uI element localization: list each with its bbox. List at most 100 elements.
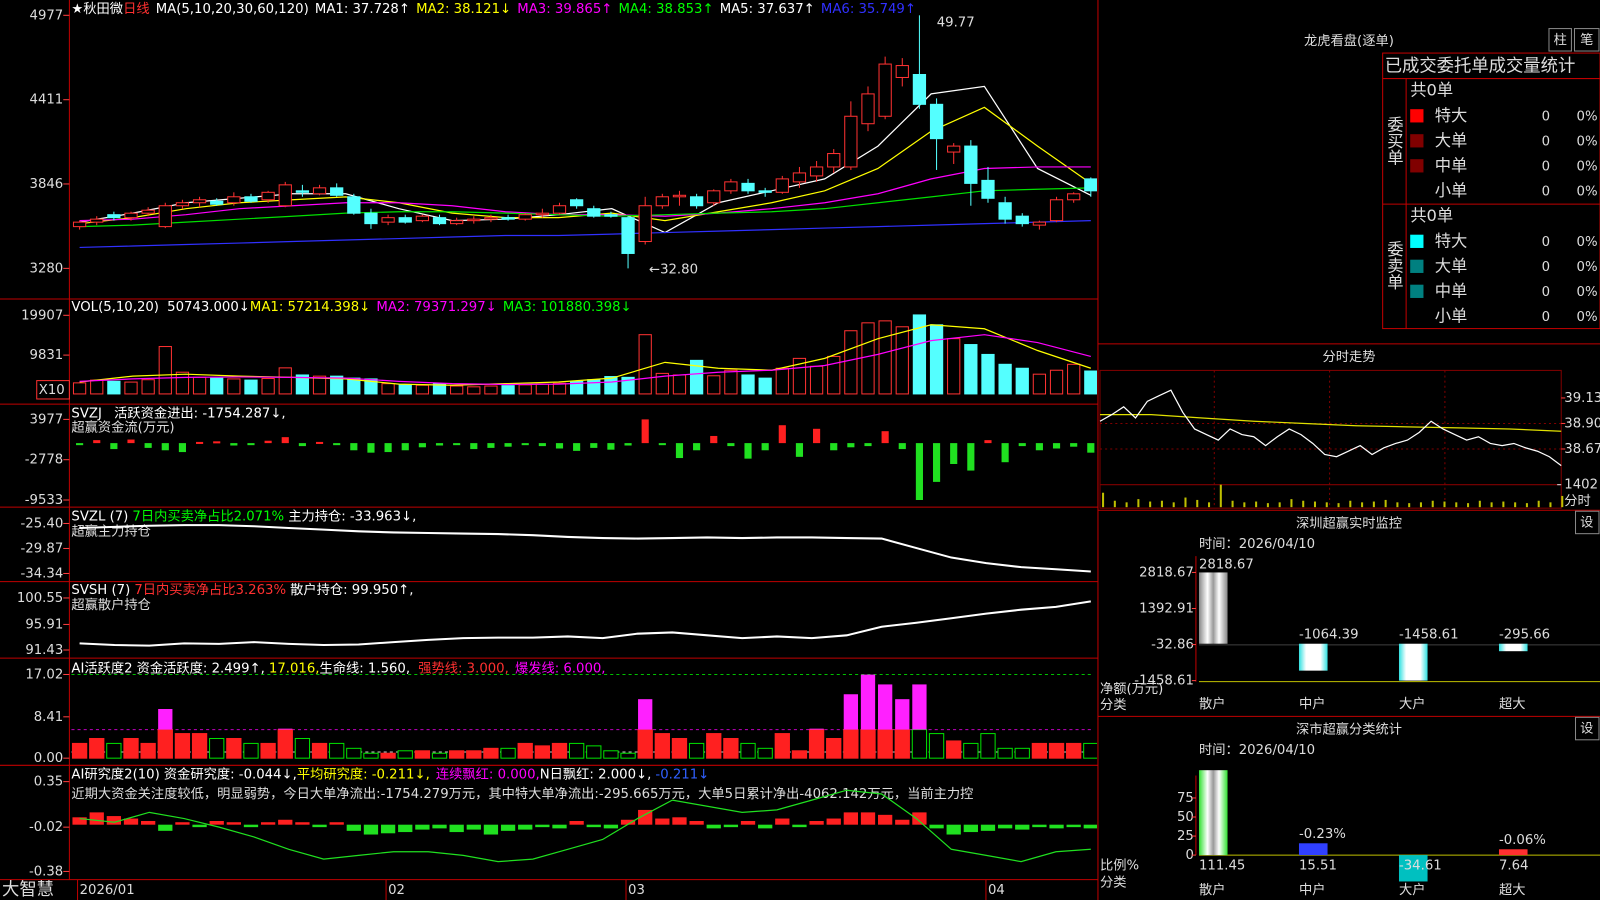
value-label: -34.61: [1399, 858, 1442, 873]
research-bar: [1049, 824, 1064, 829]
research-bar: [518, 824, 533, 830]
flow-bar: [624, 443, 632, 446]
research-bar: [226, 822, 241, 825]
candle-body: [587, 208, 601, 217]
flow-bar: [607, 443, 615, 450]
y-tick-label: 3846: [30, 177, 64, 192]
research-bar: [689, 820, 704, 825]
button[interactable]: 设: [1580, 514, 1593, 530]
order-pct: 0%: [1577, 134, 1598, 149]
title: SVZL (7): [71, 509, 128, 524]
activity-bar-top: [638, 699, 653, 730]
research-bar: [175, 822, 190, 825]
volume-bar: [535, 383, 549, 395]
order-total: 共0单: [1410, 80, 1453, 99]
volume-bar: [929, 324, 944, 395]
flow-bar: [864, 443, 872, 447]
minute-volume: [1196, 499, 1199, 508]
flow-bar: [915, 443, 923, 500]
candle-body: [1067, 193, 1081, 201]
candle-body: [861, 93, 875, 125]
flow-bar: [418, 443, 426, 448]
volume-bar: [912, 314, 927, 395]
volume-bar: [1049, 369, 1064, 395]
volume-bar: [210, 377, 224, 395]
flow-bar: [470, 443, 478, 450]
button-frame[interactable]: [1573, 28, 1600, 52]
research-bar: [535, 824, 550, 828]
candle-body: [72, 221, 87, 228]
minute-volume: [1396, 502, 1399, 508]
activity-bar: [483, 747, 499, 759]
volume-bar: [741, 374, 755, 395]
y-tick-label: 38.90: [1564, 416, 1600, 431]
flow-bar: [504, 443, 512, 447]
candle-body: [484, 217, 498, 220]
y-tick-label: 0.35: [34, 775, 64, 790]
value-label: 15.51: [1299, 858, 1337, 873]
activity-bar: [260, 742, 276, 759]
flow-bar: [658, 443, 666, 446]
volume-bar: [827, 355, 841, 395]
candle-body: [621, 217, 635, 254]
activity-bar: [277, 729, 293, 759]
activity-bar: [1031, 742, 1048, 759]
button-frame[interactable]: [1575, 716, 1600, 741]
research-bar: [243, 824, 259, 828]
y-tick-label: -2778: [25, 453, 64, 468]
minute-volume: [1561, 495, 1564, 508]
vol-ma-line: [79, 334, 1091, 386]
pct-label: -0.06%: [1499, 833, 1546, 848]
minute-volume: [1113, 500, 1116, 508]
order-pct: 0%: [1577, 184, 1598, 199]
value: 资金活跃度: 2.499↑,: [137, 660, 265, 676]
research-bar: [912, 812, 927, 825]
candle-body: [398, 217, 412, 223]
holding-line: [79, 524, 1091, 573]
order-type: 大单: [1435, 256, 1468, 275]
button[interactable]: 设: [1580, 721, 1593, 737]
button[interactable]: 笔: [1580, 32, 1593, 48]
activity-bar: [1014, 747, 1030, 759]
volume-bar: [278, 367, 292, 395]
minute-volume: [1208, 502, 1211, 508]
order-total: 共0单: [1410, 206, 1453, 225]
button-frame[interactable]: [1575, 510, 1600, 535]
x-label: 分类: [1100, 697, 1127, 713]
candle-body: [964, 145, 978, 184]
value-label: 111.45: [1199, 858, 1245, 873]
low-label: ←32.80: [649, 262, 698, 277]
activity-bar: [397, 750, 413, 759]
activity-bar: [209, 737, 225, 759]
y-tick-label: -9533: [25, 493, 64, 508]
minute-volume: [1125, 502, 1128, 508]
research-bar: [312, 824, 327, 828]
research-bar: [295, 822, 310, 825]
button[interactable]: 柱: [1554, 32, 1567, 48]
candle-body: [758, 190, 772, 193]
candle-body: [381, 217, 395, 223]
activity-bar: [928, 733, 945, 759]
activity-bar: [997, 747, 1013, 759]
value: 连续飘红: 0.000,: [436, 766, 540, 782]
research-bar: [1066, 824, 1081, 828]
flow-bar: [195, 441, 204, 444]
volume-bar: [175, 371, 190, 395]
time: 时间：2026/04/10: [1199, 536, 1315, 552]
button-frame[interactable]: [1548, 28, 1572, 52]
y-label: 比例%: [1100, 857, 1139, 873]
y-tick-label: 3977: [30, 412, 64, 427]
brand: 大智慧: [2, 880, 54, 900]
flow-bar: [761, 443, 769, 451]
flow-bar: [1035, 443, 1043, 451]
subtitle: 超赢散户持仓: [71, 596, 151, 613]
activity-bar: [774, 733, 790, 759]
flow-bar: [161, 443, 169, 451]
category-label: 散户: [1199, 881, 1226, 898]
candle-body: [501, 217, 515, 220]
y-tick-label: 2818.67: [1139, 565, 1194, 580]
volume-bar: [1084, 370, 1097, 395]
research-bar: [620, 819, 636, 825]
value: N日飘红: 2.000↓,: [540, 766, 652, 782]
activity-bar: [431, 752, 448, 759]
